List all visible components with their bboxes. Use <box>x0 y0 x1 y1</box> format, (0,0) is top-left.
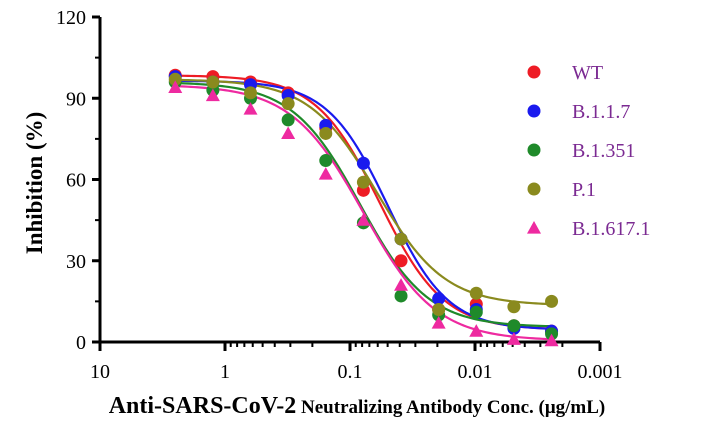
fit-curve-B.1.617.1 <box>175 85 552 341</box>
legend-label-B.1.351: B.1.351 <box>572 140 635 162</box>
data-point-B.1.617.1 <box>469 324 484 337</box>
legend-marker-P.1 <box>527 182 541 196</box>
data-point-B.1.617.1 <box>506 332 521 345</box>
legend-label-B.1.617.1: B.1.617.1 <box>572 218 650 240</box>
x-axis-ticks: 10 1 0.1 0.01 0.001 <box>90 342 623 383</box>
x-tick-label: 1 <box>220 361 230 383</box>
legend-marker-B.1.1.7 <box>527 104 541 118</box>
data-point-B.1.351 <box>281 113 295 127</box>
data-point-B.1.1.7 <box>356 156 370 170</box>
legend-label-P.1: P.1 <box>572 179 596 201</box>
data-point-B.1.617.1 <box>431 316 446 329</box>
data-point-P.1 <box>432 303 446 316</box>
legend-label-WT: WT <box>572 62 603 84</box>
data-point-B.1.617.1 <box>168 80 183 94</box>
fit-curve-WT <box>175 74 552 330</box>
data-point-P.1 <box>244 86 258 100</box>
y-tick-label: 90 <box>66 88 86 110</box>
data-point-B.1.617.1 <box>205 88 220 102</box>
data-point-B.1.351 <box>469 305 483 319</box>
x-axis-title: Anti-SARS-CoV-2 Neutralizing Antibody Co… <box>109 393 606 419</box>
data-point-P.1 <box>168 72 182 86</box>
y-tick-label: 30 <box>66 251 86 273</box>
data-point-P.1 <box>507 300 521 314</box>
data-point-WT <box>394 254 408 268</box>
x-tick-label: 0.1 <box>338 361 363 383</box>
legend: WT B.1.1.7 B.1.351 P.1 B.1.617.1 <box>527 62 650 240</box>
y-tick-label: 0 <box>76 332 86 354</box>
data-point-B.1.617.1 <box>394 278 409 291</box>
data-point-P.1 <box>206 75 220 89</box>
data-point-B.1.351 <box>507 319 521 333</box>
x-axis-title-part1: Anti-SARS-CoV-2 <box>109 393 297 419</box>
data-point-P.1 <box>394 232 408 246</box>
data-point-B.1.617.1 <box>281 126 296 140</box>
data-point-P.1 <box>545 294 559 308</box>
data-point-B.1.617.1 <box>356 213 371 226</box>
x-tick-label: 10 <box>90 361 110 383</box>
axes <box>98 17 600 344</box>
legend-marker-B.1.617.1 <box>527 221 541 234</box>
data-points <box>168 68 559 347</box>
legend-marker-WT <box>527 65 541 79</box>
data-point-P.1 <box>356 175 370 189</box>
legend-label-B.1.1.7: B.1.1.7 <box>572 101 630 123</box>
x-tick-label: 0.001 <box>578 361 623 383</box>
fit-curves <box>175 74 552 341</box>
y-axis-title: Inhibition (%) <box>22 112 47 255</box>
fit-curve-B.1.1.7 <box>175 79 552 330</box>
data-point-B.1.617.1 <box>243 102 258 115</box>
data-point-P.1 <box>469 286 483 300</box>
y-tick-label: 60 <box>66 170 86 192</box>
y-tick-label: 120 <box>56 7 86 29</box>
data-point-P.1 <box>319 126 333 140</box>
data-point-B.1.1.7 <box>432 292 446 306</box>
data-point-P.1 <box>281 97 295 111</box>
fit-curve-B.1.351 <box>175 81 552 328</box>
legend-marker-B.1.351 <box>527 143 541 157</box>
data-point-B.1.617.1 <box>318 167 333 180</box>
data-point-B.1.351 <box>394 289 408 303</box>
data-point-B.1.351 <box>319 154 333 168</box>
fit-curve-P.1 <box>175 78 552 306</box>
data-point-B.1.617.1 <box>544 333 559 347</box>
x-axis-title-part2: Neutralizing Antibody Conc. (μg/mL) <box>296 397 605 418</box>
x-tick-label: 0.01 <box>458 361 493 383</box>
y-axis-ticks: 0 30 60 90 120 <box>56 7 100 354</box>
